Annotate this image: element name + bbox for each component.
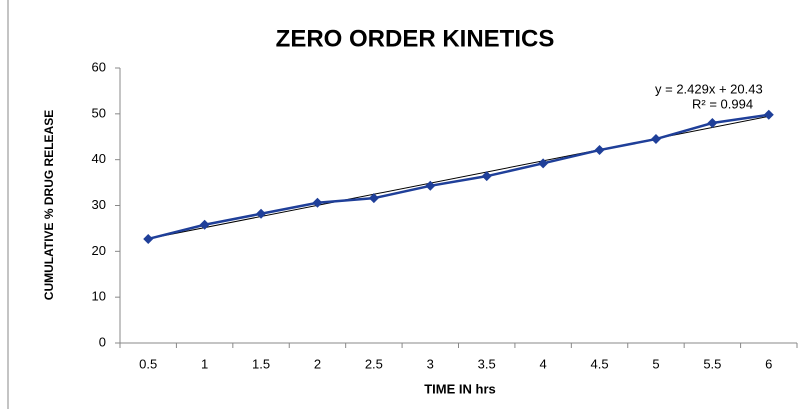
series-line <box>147 113 769 241</box>
marker <box>481 171 492 182</box>
x-tick-label: 4 <box>540 356 547 371</box>
marker <box>538 158 549 169</box>
equation-label: y = 2.429x + 20.43 <box>655 81 763 96</box>
x-tick-label: 6 <box>765 356 772 371</box>
x-tick-label: 1.5 <box>252 356 270 371</box>
chart-title: ZERO ORDER KINETICS <box>276 25 555 52</box>
marker <box>312 197 323 208</box>
y-tick-label: 60 <box>92 59 106 74</box>
marker <box>143 233 154 244</box>
y-tick-label: 20 <box>92 243 106 258</box>
x-tick-label: 3 <box>427 356 434 371</box>
marker <box>763 109 774 120</box>
y-tick-label: 50 <box>92 105 106 120</box>
r-squared-label: R² = 0.994 <box>692 96 753 111</box>
y-tick-label: 40 <box>92 151 106 166</box>
y-tick-label: 10 <box>92 289 106 304</box>
marker <box>199 219 210 230</box>
marker <box>707 118 718 128</box>
x-tick-label: 0.5 <box>139 356 157 371</box>
x-tick-label: 4.5 <box>591 356 609 371</box>
x-tick-label: 3.5 <box>478 356 496 371</box>
marker <box>368 193 379 204</box>
x-tick-label: 5 <box>652 356 659 371</box>
x-axis-label: TIME IN hrs <box>424 381 496 396</box>
marker <box>256 208 267 219</box>
x-tick-label: 2.5 <box>365 356 383 371</box>
x-tick-label: 1 <box>201 356 208 371</box>
x-tick-label: 5.5 <box>703 356 721 371</box>
x-tick-label: 2 <box>314 356 321 371</box>
y-tick-label: 0 <box>99 334 106 349</box>
y-tick-label: 30 <box>92 197 106 212</box>
marker <box>650 134 661 145</box>
marker <box>594 145 605 156</box>
marker <box>425 180 436 191</box>
y-axis-label: CUMULATIVE % DRUG RELEASE <box>42 110 56 300</box>
